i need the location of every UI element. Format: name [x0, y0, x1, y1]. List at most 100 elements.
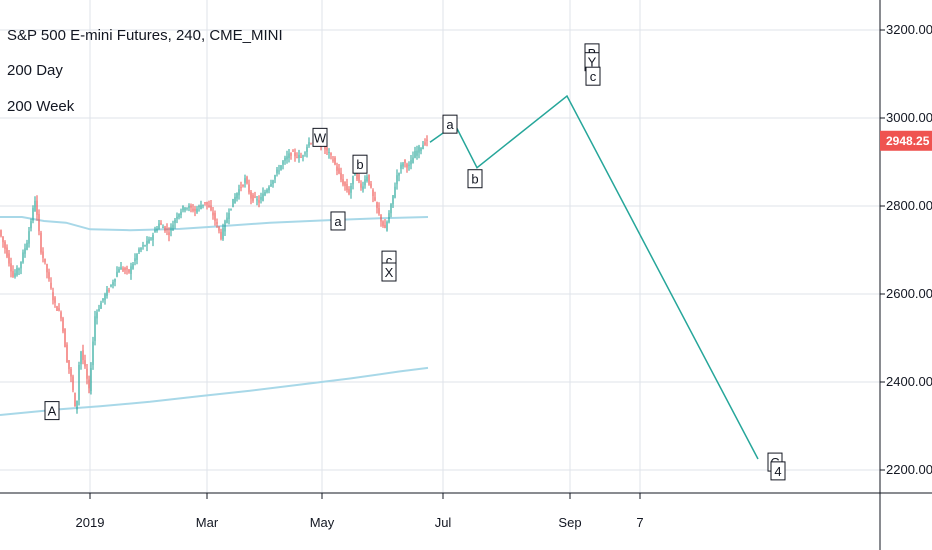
x-tick-label: Jul — [435, 515, 452, 530]
wave-label-text: a — [446, 117, 454, 132]
candle-body — [380, 214, 382, 222]
candle-body — [154, 230, 156, 233]
candle-body — [332, 159, 334, 161]
candle-body — [150, 238, 152, 240]
wave-label-text: A — [48, 404, 57, 419]
candle-body — [14, 273, 16, 277]
candle-body — [36, 200, 38, 215]
wave-label-b: b — [352, 154, 368, 174]
candle-body — [382, 221, 384, 226]
candle-body — [352, 175, 354, 185]
candle-body — [266, 189, 268, 193]
candle-body — [134, 258, 136, 261]
candle-body — [152, 234, 154, 240]
x-tick-label: Mar — [196, 515, 219, 530]
candlesticks — [0, 132, 428, 414]
candle-body — [76, 400, 78, 410]
candle-body — [392, 195, 394, 205]
wave-label-text: a — [334, 214, 342, 229]
candle-body — [188, 206, 190, 208]
candle-body — [40, 232, 42, 253]
wave-label-text: 4 — [774, 464, 781, 479]
candle-body — [204, 202, 206, 204]
candle-body — [122, 268, 124, 271]
candle-body — [78, 365, 80, 400]
candle-body — [144, 245, 146, 247]
candle-body — [98, 309, 100, 311]
wave-label-text: W — [314, 130, 327, 145]
candle-body — [260, 197, 262, 200]
candle-body — [262, 193, 264, 201]
candle-body — [38, 214, 40, 232]
candle-body — [288, 153, 290, 159]
candle-body — [92, 341, 94, 366]
candle-body — [346, 184, 348, 191]
candle-body — [258, 200, 260, 203]
candle-body — [418, 146, 420, 153]
candle-body — [102, 298, 104, 301]
candle-body — [20, 261, 22, 269]
candle-body — [0, 230, 2, 236]
candle-body — [28, 231, 30, 244]
ma-200-day-line — [0, 216, 429, 232]
candle-body — [244, 178, 246, 183]
candle-body — [202, 204, 204, 206]
candle-body — [10, 263, 12, 272]
y-tick-label: 2200.00 — [886, 462, 932, 477]
wave-label-box — [312, 127, 328, 147]
candle-body — [424, 142, 426, 145]
candle-body — [198, 205, 200, 208]
candle-body — [174, 219, 176, 223]
candle-body — [284, 157, 286, 161]
candle-body — [184, 207, 186, 211]
candle-body — [242, 185, 244, 187]
candle-body — [230, 208, 232, 210]
candle-body — [248, 184, 250, 193]
candle-body — [338, 168, 340, 174]
candle-body — [372, 190, 374, 196]
wave-label-box — [44, 401, 60, 421]
candle-body — [50, 282, 52, 289]
candle-body — [108, 290, 110, 292]
candle-body — [124, 268, 126, 271]
candle-body — [308, 142, 310, 146]
candle-body — [100, 302, 102, 309]
candle-body — [84, 360, 86, 367]
candle-body — [66, 344, 68, 363]
candle-body — [106, 289, 108, 297]
candle-body — [42, 251, 44, 258]
grid-lines — [0, 0, 880, 493]
candle-body — [8, 253, 10, 264]
ma-200-week-line — [0, 366, 429, 416]
candle-body — [298, 154, 300, 158]
candle-body — [156, 228, 158, 231]
candle-body — [146, 240, 148, 246]
candle-body — [64, 329, 66, 348]
candle-body — [126, 268, 128, 270]
candle-body — [270, 183, 272, 186]
candle-body — [16, 268, 18, 276]
candle-body — [194, 208, 196, 211]
candle-body — [96, 312, 98, 319]
wave-label-box — [352, 154, 368, 174]
candle-body — [82, 350, 84, 360]
candle-body — [344, 181, 346, 186]
candle-body — [296, 157, 298, 159]
candle-body — [264, 192, 266, 196]
candle-body — [148, 239, 150, 244]
candle-body — [94, 316, 96, 341]
x-tick-label: 7 — [636, 515, 643, 530]
candle-body — [26, 242, 28, 250]
candle-body — [368, 174, 370, 185]
candle-body — [354, 172, 356, 176]
wave-label-text: c — [590, 69, 597, 84]
candle-body — [110, 284, 112, 287]
wave-label-text: b — [471, 172, 478, 187]
candle-body — [172, 224, 174, 231]
candle-body — [364, 179, 366, 186]
candle-body — [46, 264, 48, 273]
wave-label-text: Y — [588, 55, 597, 70]
candle-body — [396, 175, 398, 185]
